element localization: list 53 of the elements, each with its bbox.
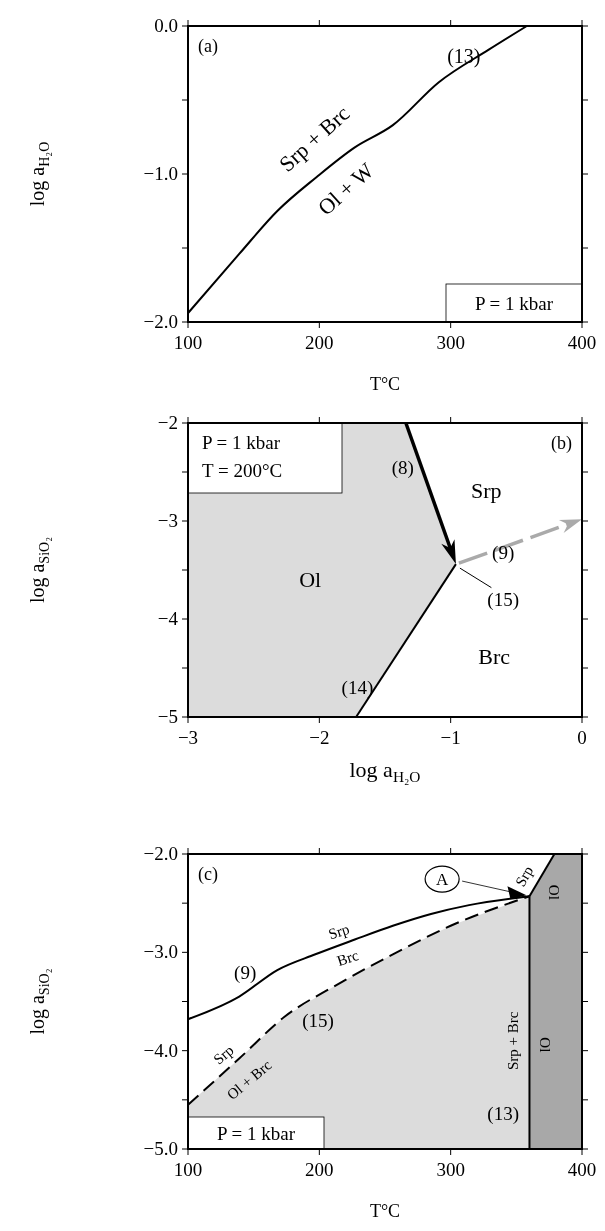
annotation: (13)	[487, 1103, 520, 1126]
annotation: Brc	[334, 947, 361, 970]
annotation: (14)	[341, 677, 374, 700]
y-tick-label: −5.0	[143, 1138, 178, 1159]
annotation: Srp	[326, 920, 352, 943]
annotation: (a)	[198, 36, 218, 57]
annotation: (9)	[234, 961, 257, 984]
x-tick-label: 100	[173, 332, 203, 353]
annotation: Ol	[546, 884, 563, 900]
annotation: Srp	[210, 1041, 237, 1068]
x-tick-label: 0	[577, 727, 587, 748]
y-tick-label: 0.0	[154, 15, 178, 36]
annotation: Ol	[299, 567, 322, 593]
x-tick-label: 200	[305, 332, 334, 353]
annotation: (15)	[487, 589, 520, 612]
annotation: (c)	[198, 864, 218, 885]
y-tick-label: −2.0	[143, 843, 178, 864]
x-tick-label: 400	[567, 1159, 597, 1180]
annotation: Brc	[478, 643, 511, 669]
annotation: Srp	[470, 478, 502, 504]
x-tick-label: 300	[436, 332, 465, 353]
x-tick-label: 300	[436, 1159, 465, 1180]
annotation: (b)	[551, 433, 572, 454]
annotation: P = 1 kbar	[474, 293, 554, 314]
annotation: (9)	[492, 542, 515, 565]
annotation: Srp	[512, 863, 537, 890]
y-tick-label: −3	[157, 510, 178, 531]
annotation: A	[435, 870, 449, 890]
annotation: P = 1 kbar	[216, 1123, 296, 1144]
x-axis-title: T°C	[369, 1201, 401, 1221]
x-axis-title: T°C	[369, 374, 401, 394]
x-tick-label: 400	[567, 332, 597, 353]
annotation: Ol + W	[312, 157, 379, 221]
y-tick-label: −3.0	[143, 941, 178, 963]
annotation: Srp + Brc	[504, 1011, 521, 1070]
x-tick-label: −3	[177, 727, 199, 748]
annotation: (13)	[447, 44, 481, 68]
y-tick-label: −2.0	[143, 311, 178, 332]
x-tick-label: 200	[305, 1159, 334, 1180]
y-tick-label: −2	[157, 412, 178, 433]
x-tick-label: 100	[173, 1159, 203, 1180]
annotation: T = 200°C	[202, 460, 283, 481]
annotation: Ol	[537, 1037, 554, 1053]
y-tick-label: −4	[157, 608, 179, 629]
annotation: P = 1 kbar	[202, 432, 281, 453]
y-tick-label: −1.0	[143, 163, 178, 184]
x-tick-label: −2	[309, 727, 330, 748]
annotation: (15)	[302, 1010, 334, 1033]
x-tick-label: −1	[440, 727, 461, 748]
y-tick-label: −5	[157, 706, 178, 727]
annotation: (8)	[391, 456, 414, 479]
x-axis-title: log a$_{H₂O}$	[349, 757, 421, 786]
y-tick-label: −4.0	[143, 1039, 178, 1061]
